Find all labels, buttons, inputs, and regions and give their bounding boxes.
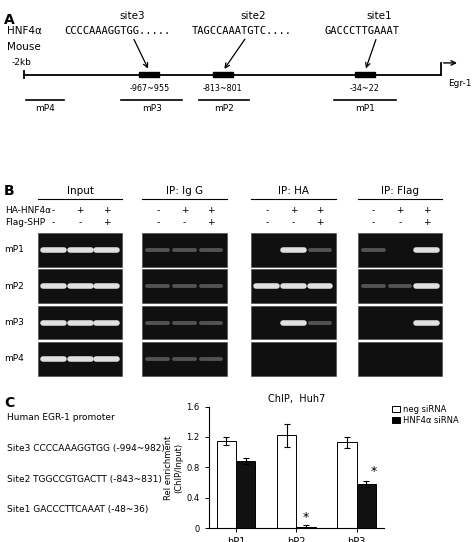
- Text: -: -: [399, 218, 401, 227]
- Text: Egr-1: Egr-1: [448, 79, 472, 88]
- Text: mP3: mP3: [4, 318, 24, 327]
- Bar: [355, 72, 375, 78]
- Text: -: -: [372, 218, 375, 227]
- Text: site3: site3: [120, 11, 146, 21]
- Text: +: +: [207, 206, 215, 215]
- Text: IP: Flag: IP: Flag: [381, 185, 419, 196]
- Text: +: +: [316, 218, 324, 227]
- Bar: [358, 342, 442, 376]
- Title: ChIP,  Huh7: ChIP, Huh7: [267, 395, 325, 404]
- Bar: [139, 72, 159, 78]
- Bar: [142, 269, 227, 303]
- Bar: [358, 233, 442, 267]
- Bar: [142, 342, 227, 376]
- Text: C: C: [4, 396, 14, 410]
- Text: Mouse: Mouse: [7, 42, 41, 52]
- Text: -: -: [292, 218, 295, 227]
- Text: *: *: [303, 511, 309, 524]
- Text: mP2: mP2: [4, 282, 24, 291]
- Bar: [38, 342, 122, 376]
- Text: CCCCAAAGGTGG.....: CCCCAAAGGTGG.....: [64, 26, 170, 36]
- Text: +: +: [290, 206, 297, 215]
- Bar: [296, 527, 316, 528]
- Text: -34~22: -34~22: [350, 84, 380, 93]
- Text: Flag-SHP: Flag-SHP: [5, 218, 45, 227]
- Text: -967~955: -967~955: [129, 84, 169, 93]
- Text: -: -: [265, 206, 268, 215]
- Text: +: +: [423, 218, 430, 227]
- Text: mP4: mP4: [35, 104, 55, 113]
- Text: +: +: [207, 218, 215, 227]
- Bar: [277, 435, 296, 528]
- Text: mP1: mP1: [4, 246, 24, 254]
- Text: *: *: [371, 465, 377, 478]
- Bar: [236, 461, 255, 528]
- Text: -: -: [52, 206, 55, 215]
- Text: Site3 CCCCAAAGGTGG (-994~982): Site3 CCCCAAAGGTGG (-994~982): [7, 444, 165, 453]
- Text: mP2: mP2: [214, 104, 234, 113]
- Text: -2kb: -2kb: [11, 58, 31, 67]
- Text: mP3: mP3: [142, 104, 162, 113]
- Bar: [38, 306, 122, 339]
- Text: site2: site2: [241, 11, 266, 21]
- Bar: [358, 306, 442, 339]
- Text: +: +: [76, 206, 84, 215]
- Text: site1: site1: [366, 11, 392, 21]
- Text: IP: HA: IP: HA: [278, 185, 309, 196]
- Text: -: -: [156, 218, 159, 227]
- Text: -: -: [156, 206, 159, 215]
- Legend: neg siRNA, HNF4α siRNA: neg siRNA, HNF4α siRNA: [392, 404, 459, 425]
- Y-axis label: Rel enrichment
(ChIP/Input): Rel enrichment (ChIP/Input): [164, 435, 183, 500]
- Text: HNF4α: HNF4α: [7, 26, 42, 36]
- Text: -: -: [52, 218, 55, 227]
- Text: A: A: [4, 12, 15, 27]
- Text: mP4: mP4: [4, 354, 24, 363]
- Text: GACCCTTGAAAT: GACCCTTGAAAT: [325, 26, 400, 36]
- Text: -: -: [265, 218, 268, 227]
- Bar: [142, 306, 227, 339]
- Bar: [337, 442, 356, 528]
- Bar: [251, 233, 336, 267]
- Text: +: +: [181, 206, 188, 215]
- Text: HA-HNF4α: HA-HNF4α: [5, 206, 51, 215]
- Text: Site2 TGGCCGTGACTT (-843~831): Site2 TGGCCGTGACTT (-843~831): [7, 475, 162, 483]
- Bar: [356, 484, 376, 528]
- Text: IP: Ig G: IP: Ig G: [166, 185, 203, 196]
- Bar: [213, 72, 233, 78]
- Bar: [217, 441, 236, 528]
- Text: -813~801: -813~801: [203, 84, 243, 93]
- Text: +: +: [316, 206, 324, 215]
- Bar: [251, 306, 336, 339]
- Bar: [38, 269, 122, 303]
- Bar: [251, 269, 336, 303]
- Text: Human EGR-1 promoter: Human EGR-1 promoter: [7, 413, 115, 422]
- Text: -: -: [372, 206, 375, 215]
- Bar: [38, 233, 122, 267]
- Bar: [251, 342, 336, 376]
- Text: +: +: [103, 206, 110, 215]
- Bar: [142, 233, 227, 267]
- Text: -: -: [79, 218, 82, 227]
- Text: +: +: [396, 206, 404, 215]
- Text: Input: Input: [67, 185, 93, 196]
- Text: -: -: [183, 218, 186, 227]
- Text: +: +: [423, 206, 430, 215]
- Bar: [358, 269, 442, 303]
- Text: TAGCCAAATGTC....: TAGCCAAATGTC....: [192, 26, 292, 36]
- Text: +: +: [103, 218, 110, 227]
- Text: B: B: [4, 184, 14, 198]
- Text: Site1 GACCCTTCAAAT (-48~36): Site1 GACCCTTCAAAT (-48~36): [7, 505, 148, 514]
- Text: mP1: mP1: [355, 104, 375, 113]
